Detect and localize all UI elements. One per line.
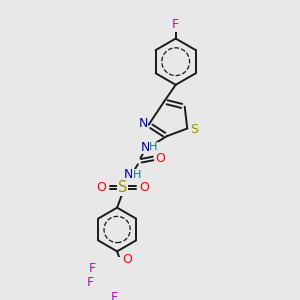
Text: O: O [155,152,165,165]
Text: N: N [138,117,148,130]
Text: F: F [172,18,179,31]
Text: N: N [141,141,150,154]
Text: F: F [111,291,118,300]
Text: N: N [124,168,134,181]
Text: H: H [133,169,141,179]
Text: O: O [122,253,132,266]
Text: H: H [149,142,158,152]
Text: S: S [190,123,199,136]
Text: F: F [87,276,94,289]
Text: S: S [118,180,128,195]
Text: O: O [140,181,149,194]
Text: F: F [89,262,96,275]
Text: O: O [96,181,106,194]
